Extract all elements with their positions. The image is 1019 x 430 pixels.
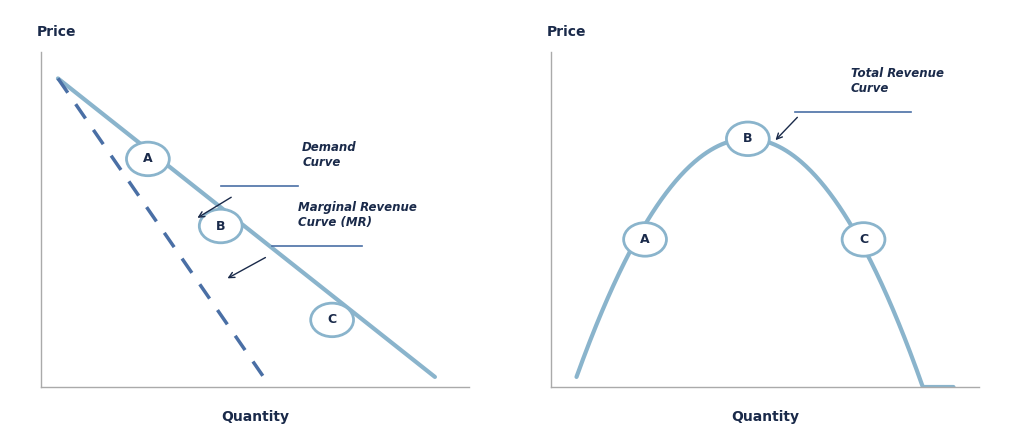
- Text: B: B: [743, 132, 752, 145]
- Circle shape: [842, 223, 884, 256]
- Text: Quantity: Quantity: [731, 411, 798, 424]
- Text: Total Revenue
Curve: Total Revenue Curve: [850, 67, 943, 95]
- Circle shape: [199, 209, 242, 243]
- Text: Price: Price: [546, 25, 586, 39]
- Circle shape: [311, 303, 354, 337]
- Text: Marginal Revenue
Curve (MR): Marginal Revenue Curve (MR): [298, 201, 417, 229]
- Text: C: C: [858, 233, 867, 246]
- Text: B: B: [216, 219, 225, 233]
- Circle shape: [126, 142, 169, 176]
- Text: Price: Price: [37, 25, 76, 39]
- Circle shape: [623, 223, 665, 256]
- Text: C: C: [327, 313, 336, 326]
- Text: Quantity: Quantity: [221, 411, 288, 424]
- Text: A: A: [143, 152, 153, 166]
- Circle shape: [726, 122, 768, 156]
- Text: A: A: [640, 233, 649, 246]
- Text: Demand
Curve: Demand Curve: [302, 141, 357, 169]
